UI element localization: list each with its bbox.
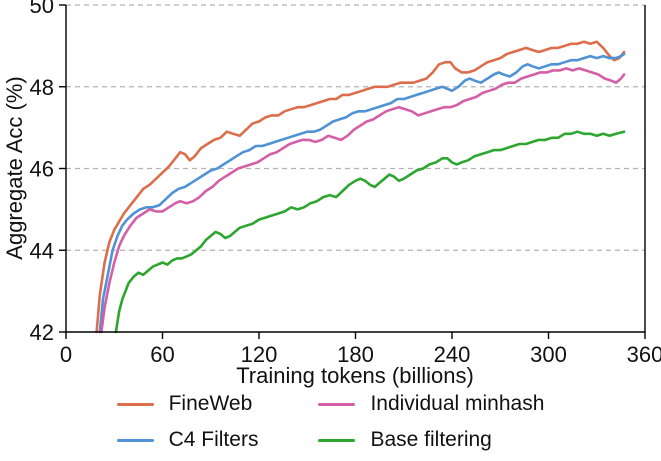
y-axis-label: Aggregate Acc (%) <box>2 76 27 259</box>
legend-grid: FineWeb C4 Filters Individual minhash Ba… <box>116 392 544 452</box>
series-lines <box>95 40 626 334</box>
x-axis-label: Training tokens (billions) <box>236 363 474 388</box>
chart-canvas: 42 44 46 48 50 0 60 120 180 240 300 360 Training to… <box>2 0 661 388</box>
fineweb-line-swatch <box>116 402 154 406</box>
svg-text:300: 300 <box>530 342 567 367</box>
svg-text:120: 120 <box>241 342 278 367</box>
legend-item-fineweb: FineWeb <box>116 392 259 416</box>
legend-label-base-filtering: Base filtering <box>370 428 492 451</box>
svg-text:42: 42 <box>30 320 54 345</box>
c4-filters-line-swatch <box>116 438 154 442</box>
individual-minhash-line-swatch <box>318 402 356 406</box>
legend-item-base-filtering: Base filtering <box>318 428 544 452</box>
tick-marks <box>59 4 646 339</box>
legend-label-fineweb: FineWeb <box>168 392 253 415</box>
svg-text:48: 48 <box>30 75 54 100</box>
svg-text:50: 50 <box>30 0 54 18</box>
legend-item-individual-minhash: Individual minhash <box>318 392 544 416</box>
svg-text:360: 360 <box>627 342 661 367</box>
legend: FineWeb C4 Filters Individual minhash Ba… <box>0 392 661 452</box>
svg-text:240: 240 <box>434 342 471 367</box>
svg-text:44: 44 <box>30 238 54 263</box>
svg-text:46: 46 <box>30 157 54 182</box>
svg-text:0: 0 <box>60 342 72 367</box>
gridlines <box>66 4 645 251</box>
svg-text:180: 180 <box>337 342 374 367</box>
legend-label-individual-minhash: Individual minhash <box>370 392 545 415</box>
base-filtering-line-swatch <box>318 438 356 442</box>
tick-labels: 42 44 46 48 50 0 60 120 180 240 300 360 <box>30 0 661 367</box>
svg-text:60: 60 <box>150 342 174 367</box>
legend-item-c4-filters: C4 Filters <box>116 428 259 452</box>
legend-label-c4-filters: C4 Filters <box>168 428 259 451</box>
